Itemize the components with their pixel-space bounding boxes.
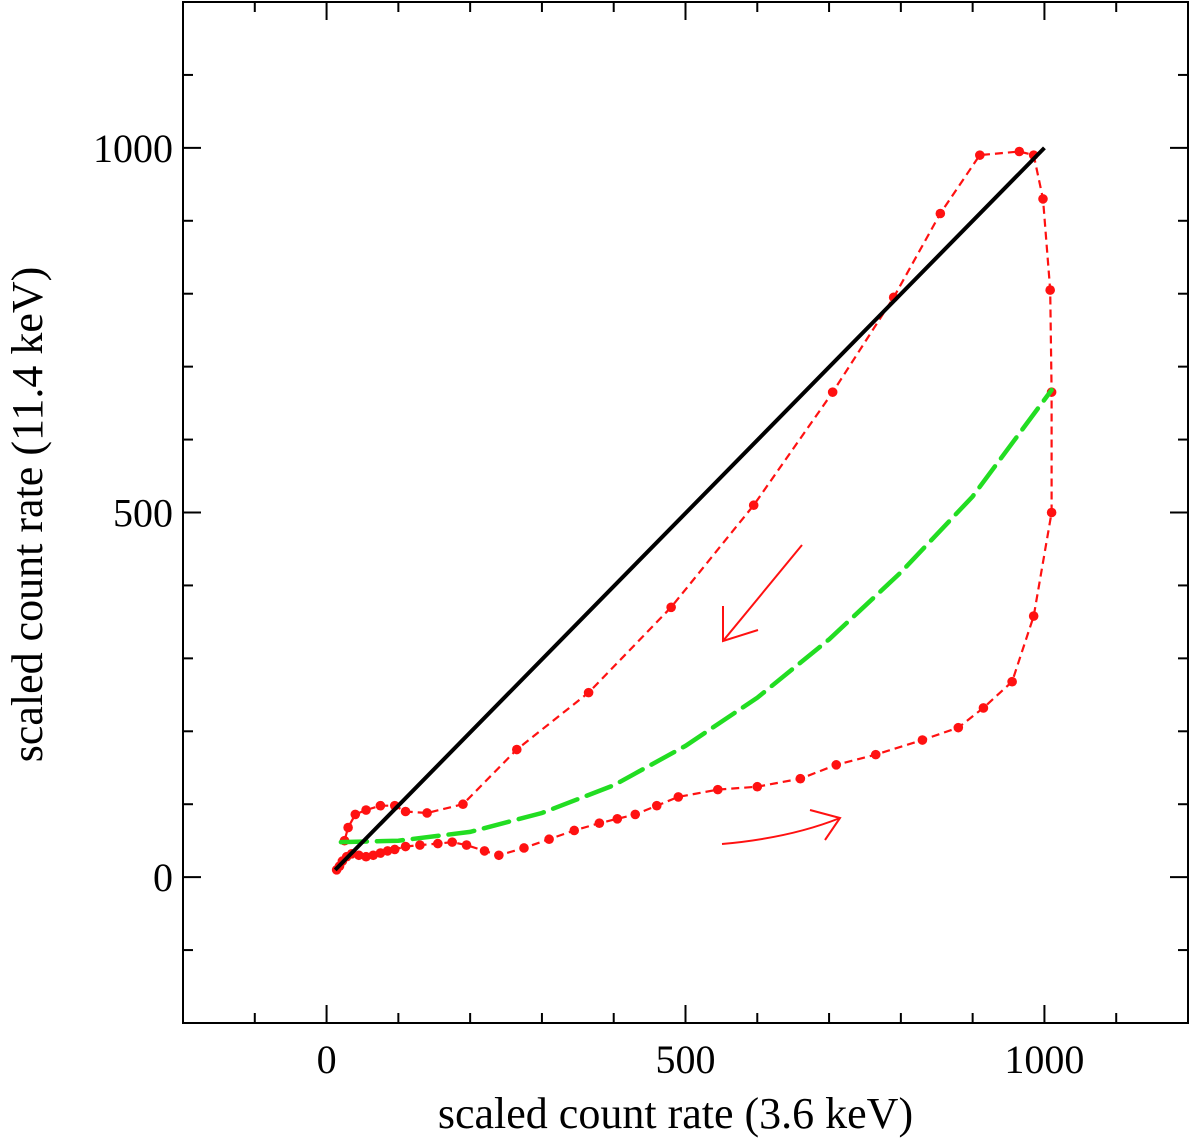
data-point <box>375 800 386 811</box>
data-point <box>612 814 623 824</box>
y-tick-label: 500 <box>113 491 173 536</box>
data-point <box>795 773 806 784</box>
data-point <box>479 846 490 856</box>
data-point <box>354 850 364 861</box>
data-point <box>1014 146 1025 157</box>
data-point <box>422 808 432 818</box>
data-point <box>583 687 594 698</box>
data-point <box>827 387 838 397</box>
data-point <box>870 749 881 760</box>
data-point <box>400 806 411 817</box>
x-tick-label: 0 <box>317 1037 337 1082</box>
data-point <box>1045 285 1055 295</box>
model-curve-line <box>338 387 1054 845</box>
data-point <box>461 840 472 850</box>
data-point <box>953 722 964 733</box>
data-point <box>594 818 605 828</box>
data-point <box>382 846 393 856</box>
data-point <box>350 809 361 820</box>
data-loop-line <box>335 150 1053 871</box>
data-point <box>975 150 985 160</box>
arrow-right-head <box>809 809 842 841</box>
y-tick-label: 0 <box>153 855 173 900</box>
data-point <box>389 844 400 855</box>
x-tick-label: 500 <box>656 1037 716 1082</box>
data-point <box>978 703 989 713</box>
identity-line <box>333 146 1046 872</box>
data-point <box>569 825 580 836</box>
data-point <box>651 800 662 811</box>
data-point <box>831 760 842 770</box>
data-point <box>917 735 928 745</box>
x-axis-title: scaled count rate (3.6 keV) <box>438 1089 913 1138</box>
data-point <box>343 822 353 833</box>
data-point <box>415 840 425 850</box>
data-point <box>1028 611 1039 621</box>
x-tick-label: 1000 <box>1004 1037 1084 1082</box>
data-point <box>447 837 457 847</box>
data-point <box>458 799 468 810</box>
data-point <box>361 851 371 862</box>
data-point <box>1038 194 1048 204</box>
y-axis-title: scaled count rate (11.4 keV) <box>3 267 52 763</box>
y-tick-label: 1000 <box>93 126 173 171</box>
arrow-down-left-head <box>722 606 759 643</box>
data-point <box>361 805 371 815</box>
data-point <box>400 841 411 852</box>
data-point <box>666 602 676 613</box>
data-point <box>512 744 522 755</box>
data-point <box>519 843 529 853</box>
data-point <box>713 784 723 795</box>
arrow-down-left-shaft <box>722 544 803 642</box>
arrow-right-shaft <box>721 817 841 845</box>
data-point <box>748 500 759 511</box>
data-point <box>935 208 946 219</box>
data-point <box>433 838 443 849</box>
data-point <box>544 834 554 845</box>
data-point <box>752 781 763 792</box>
data-point <box>1007 676 1017 687</box>
data-point <box>494 850 504 861</box>
data-point <box>630 809 641 820</box>
data-point <box>673 792 684 802</box>
data-point <box>1046 507 1057 518</box>
